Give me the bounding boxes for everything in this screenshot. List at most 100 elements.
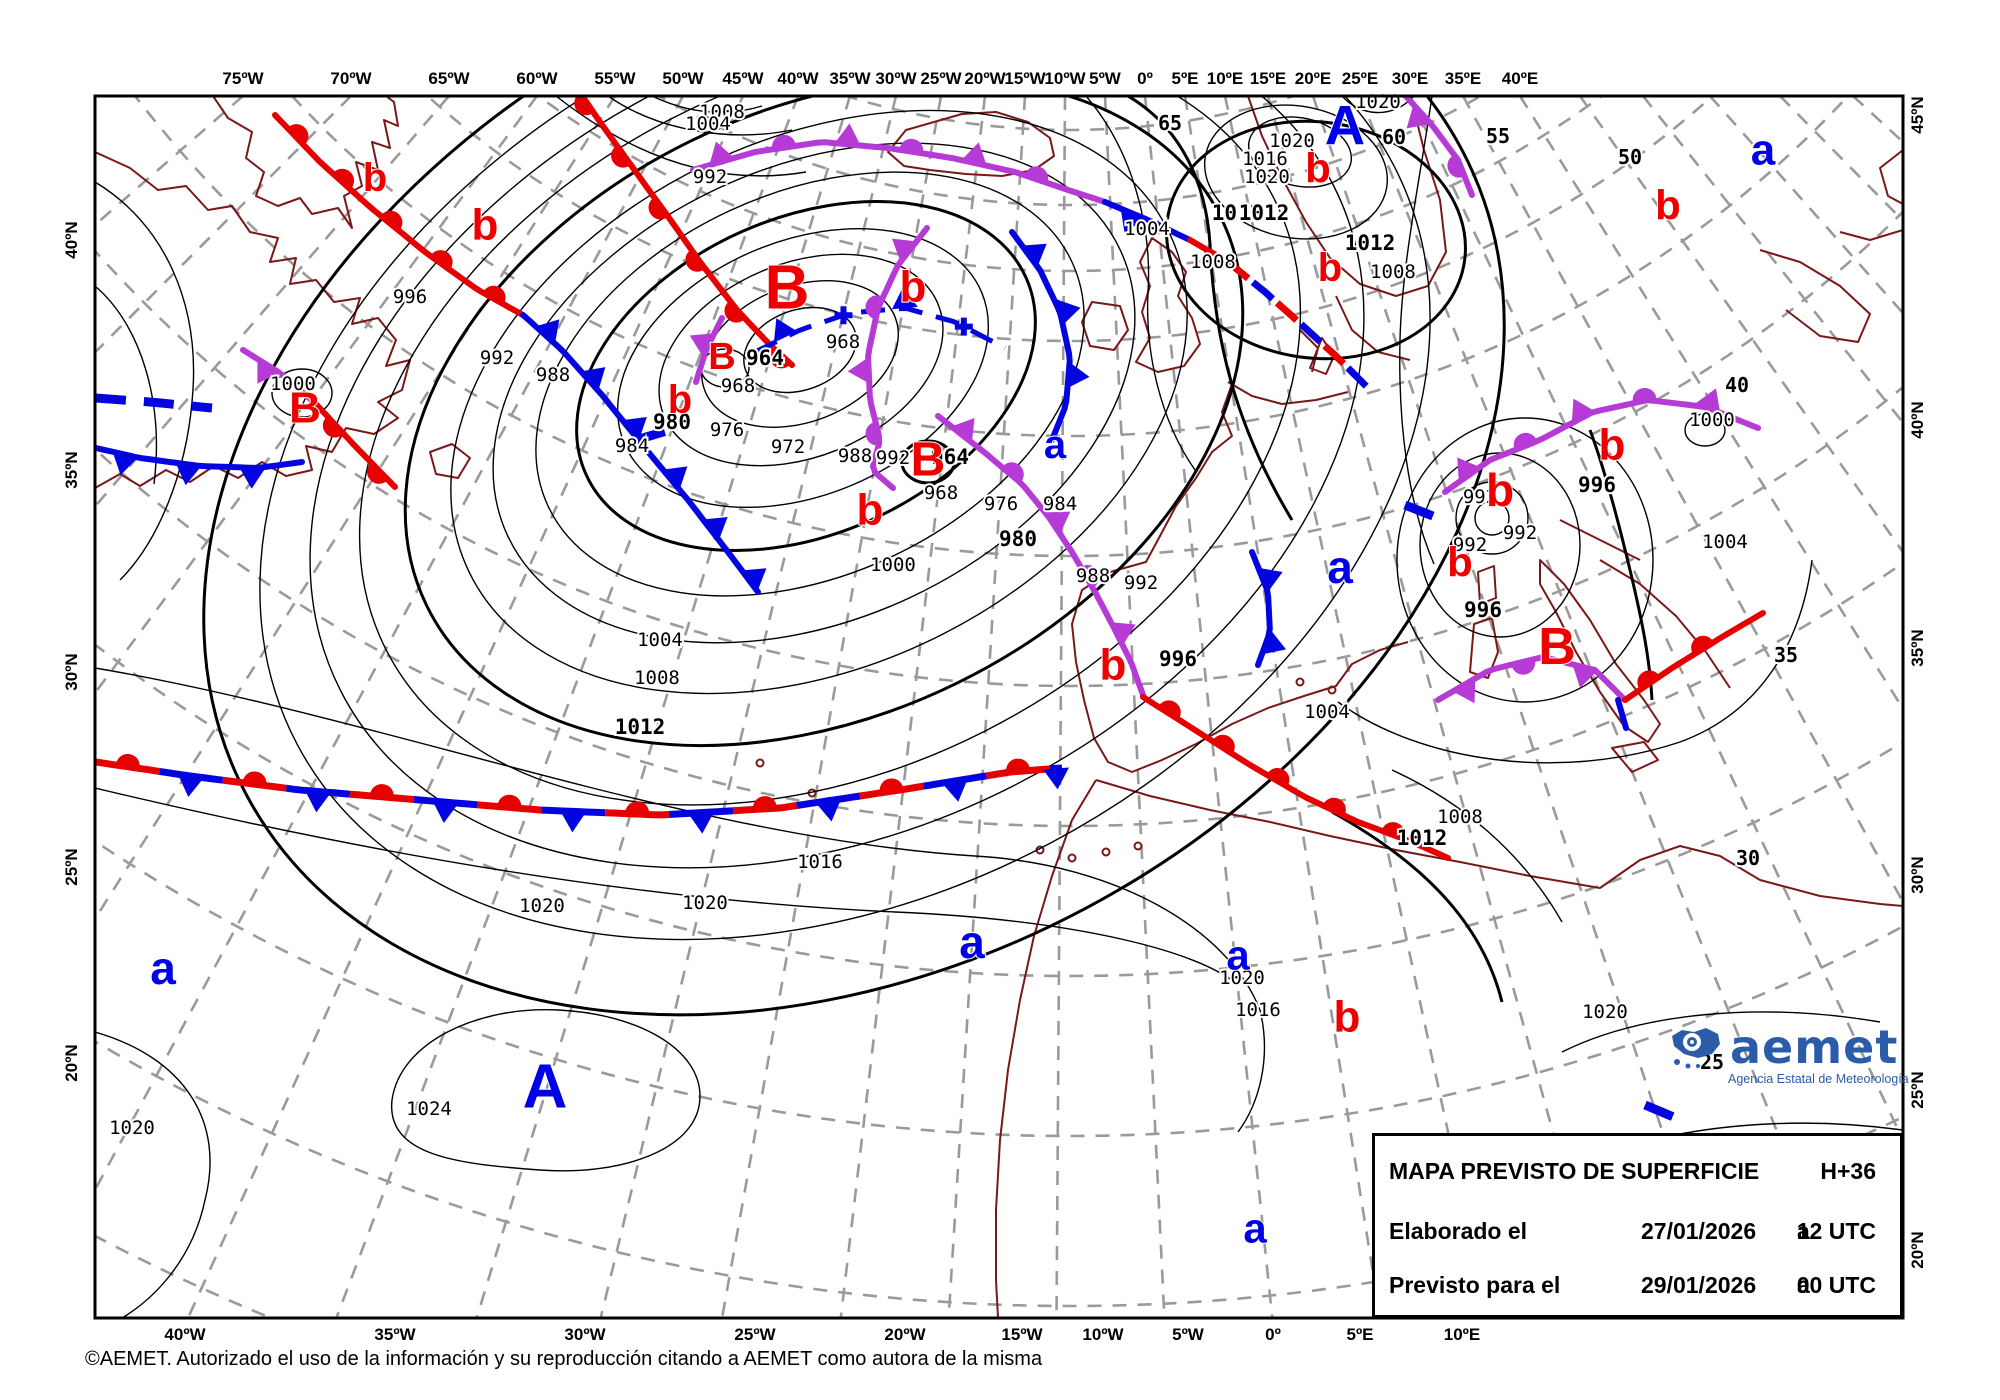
coastline-path [1469,617,1499,679]
warm-front-semicircle-icon [772,134,796,150]
pressure-center-B: B [289,384,321,433]
warm-front-semicircle-icon [899,138,924,154]
longitude-label-top: 35ºE [1445,69,1481,88]
warm-front-semicircle-icon [752,796,777,810]
warm-front-semicircle-icon [1006,758,1031,773]
front-occluded [1401,96,1475,198]
cold-front-triangle-icon [942,778,968,802]
pressure-center-b: b [1305,145,1331,192]
warm-front-semicircle-icon [611,145,631,168]
isobar-arc [651,96,763,114]
isobar-value-label: 968 [826,331,860,353]
cold-front-triangle-icon [1572,664,1598,688]
trough-plus-icon [954,317,973,336]
cold-front-triangle-icon [175,462,202,486]
pressure-center-b: b [1655,182,1681,229]
coastline-path [1611,741,1659,773]
cold-front-triangle-icon [662,466,688,490]
island-mark [1133,841,1143,851]
isobar-value-label: 992 [480,347,514,369]
isobar-arc [1399,96,1435,565]
isobar-ring [701,280,899,428]
front-cold [520,312,767,595]
cold-front-triangle-icon [773,318,798,343]
meridian-line [95,96,539,696]
isobar-ring [259,96,1431,941]
longitude-label-top: 50ºW [662,69,704,88]
isobar-value-label: 988 [1076,565,1110,587]
warm-front-semicircle-icon [287,124,309,146]
longitude-label-top: 10ºE [1207,69,1243,88]
isobar-ring [535,171,1085,597]
isobar-value-label: 972 [771,436,805,458]
isobar-ring [492,142,1136,644]
parallel-line [842,96,1298,132]
isobar-value-label: 992 [693,166,727,188]
longitude-label-top: 15ºE [1250,69,1286,88]
isobar-value-label: 984 [1043,493,1077,515]
cold-front-triangle-icon [305,790,331,813]
cold-front-triangle-icon [847,357,870,384]
island-mark [1295,677,1305,687]
warm-front-semicircle-icon [497,794,522,809]
cold-front-triangle-icon [580,367,606,391]
isobar-value-label: 968 [924,482,958,504]
meridian-line [1461,96,1903,905]
latitude-inline-label: 60 [1382,125,1406,149]
cold-front-triangle-icon [1457,457,1481,483]
longitude-label-bottom: 15ºW [1001,1325,1043,1344]
isobar-value-label: 964 [746,346,784,370]
longitude-label-bottom: 5ºE [1346,1325,1373,1344]
isobar-value-label: 968 [721,375,755,397]
cold-front-triangle-icon [1406,104,1431,129]
longitude-label-top: 35ºW [829,69,871,88]
aemet-logo-icon [1672,1028,1720,1069]
isobars [95,96,1903,1318]
isobar-arc [1085,96,1196,471]
pressure-center-B: B [708,336,735,378]
info-elaborated-label: Elaborado el [1389,1218,1528,1244]
map-frame [93,94,1905,1320]
coastline-path [1227,381,1349,405]
longitude-label-top: 10ºW [1044,69,1086,88]
isobar-value-label: 1012 [1212,201,1263,225]
meridian-line [95,96,352,355]
isobar-value-label: 1020 [1244,166,1290,188]
latitude-label-left: 25ºN [62,848,81,885]
isobar-arc [607,96,793,136]
pressure-center-a: a [1751,126,1776,175]
longitude-label-top: 5ºW [1089,69,1122,88]
cold-front-triangle-icon [1022,243,1047,267]
parallel-line [95,642,1903,977]
pressure-center-a: a [150,942,176,994]
warm-front-semicircle-icon [1024,166,1049,183]
warm-front-semicircle-icon [430,250,453,270]
front-dash [1403,500,1450,527]
isobar-ring [658,253,944,467]
cold-front-triangle-icon [815,798,842,822]
latitude-label-left: 35ºN [62,451,81,488]
info-elaborated-time: 12 UTC [1796,1218,1876,1244]
island-mark [1327,685,1337,695]
front-cold [1009,229,1090,443]
isobar-value-label: 980 [999,527,1037,551]
isobar-value-label: 1012 [1397,826,1448,850]
cold-front-triangle-icon [709,141,735,166]
isobar-ring [575,200,1037,552]
longitude-label-top: 5ºE [1171,69,1198,88]
meridian-line [947,96,1027,1318]
isobar-arc [95,1031,211,1318]
warm-front-semicircle-icon [1212,734,1235,754]
coastline-path [887,111,1055,177]
meridian-line [95,96,244,227]
longitude-label-bottom: 25ºW [734,1325,776,1344]
coastline-path [1539,559,1661,743]
pressure-center-a: a [1243,1205,1267,1252]
isobar-ring [900,439,956,485]
pressure-center-b: b [1318,246,1342,290]
coastline-path [995,779,1097,1318]
warm-front-semicircle-icon [1080,565,1100,588]
coastline-path [429,443,471,479]
longitude-label-top: 0º [1137,69,1153,88]
latitude-label-left: 30ºN [62,653,81,690]
